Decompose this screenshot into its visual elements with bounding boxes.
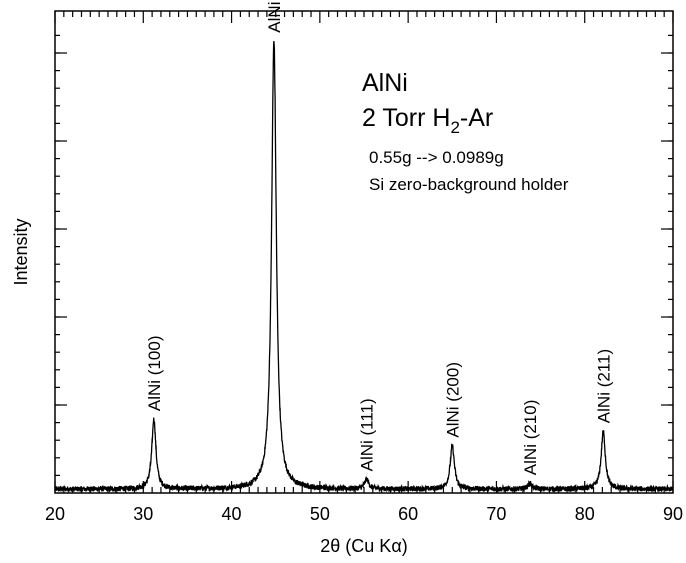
peak-label: AlNi (100) (145, 336, 164, 412)
subtitle-sub: 2 (450, 118, 459, 137)
subtitle-pre: 2 Torr H (362, 104, 450, 132)
x-tick-labels: 20 30 40 50 60 70 80 90 (45, 504, 683, 524)
x-tick-label: 90 (663, 504, 683, 524)
peak-label: AlNi (200) (443, 362, 462, 438)
chart-title: AlNi (362, 69, 408, 97)
peak-label: AlNi (111) (358, 398, 377, 471)
x-tick-label: 60 (398, 504, 418, 524)
subtitle-post: -Ar (460, 104, 493, 132)
diffraction-pattern-line (54, 40, 674, 494)
x-tick-label: 70 (486, 504, 506, 524)
peak-label: AlNi (210) (521, 400, 540, 476)
x-tick-label: 40 (222, 504, 242, 524)
x-tick-label: 80 (575, 504, 595, 524)
note-mass: 0.55g --> 0.0989g (369, 148, 504, 167)
x-tick-label: 20 (45, 504, 65, 524)
chart-subtitle: 2 Torr H2-Ar (362, 104, 493, 137)
note-holder: Si zero-background holder (369, 175, 569, 194)
peak-label: AlNi (211) (594, 349, 613, 423)
x-tick-label: 30 (133, 504, 153, 524)
x-axis-title: 2θ (Cu Kα) (320, 536, 407, 556)
x-tick-label: 50 (310, 504, 330, 524)
peak-label: AlNi (110) (265, 0, 284, 33)
peak-labels: AlNi (100) AlNi (110) AlNi (111) AlNi (200)… (145, 0, 613, 475)
y-axis-title: Intensity (11, 218, 31, 285)
